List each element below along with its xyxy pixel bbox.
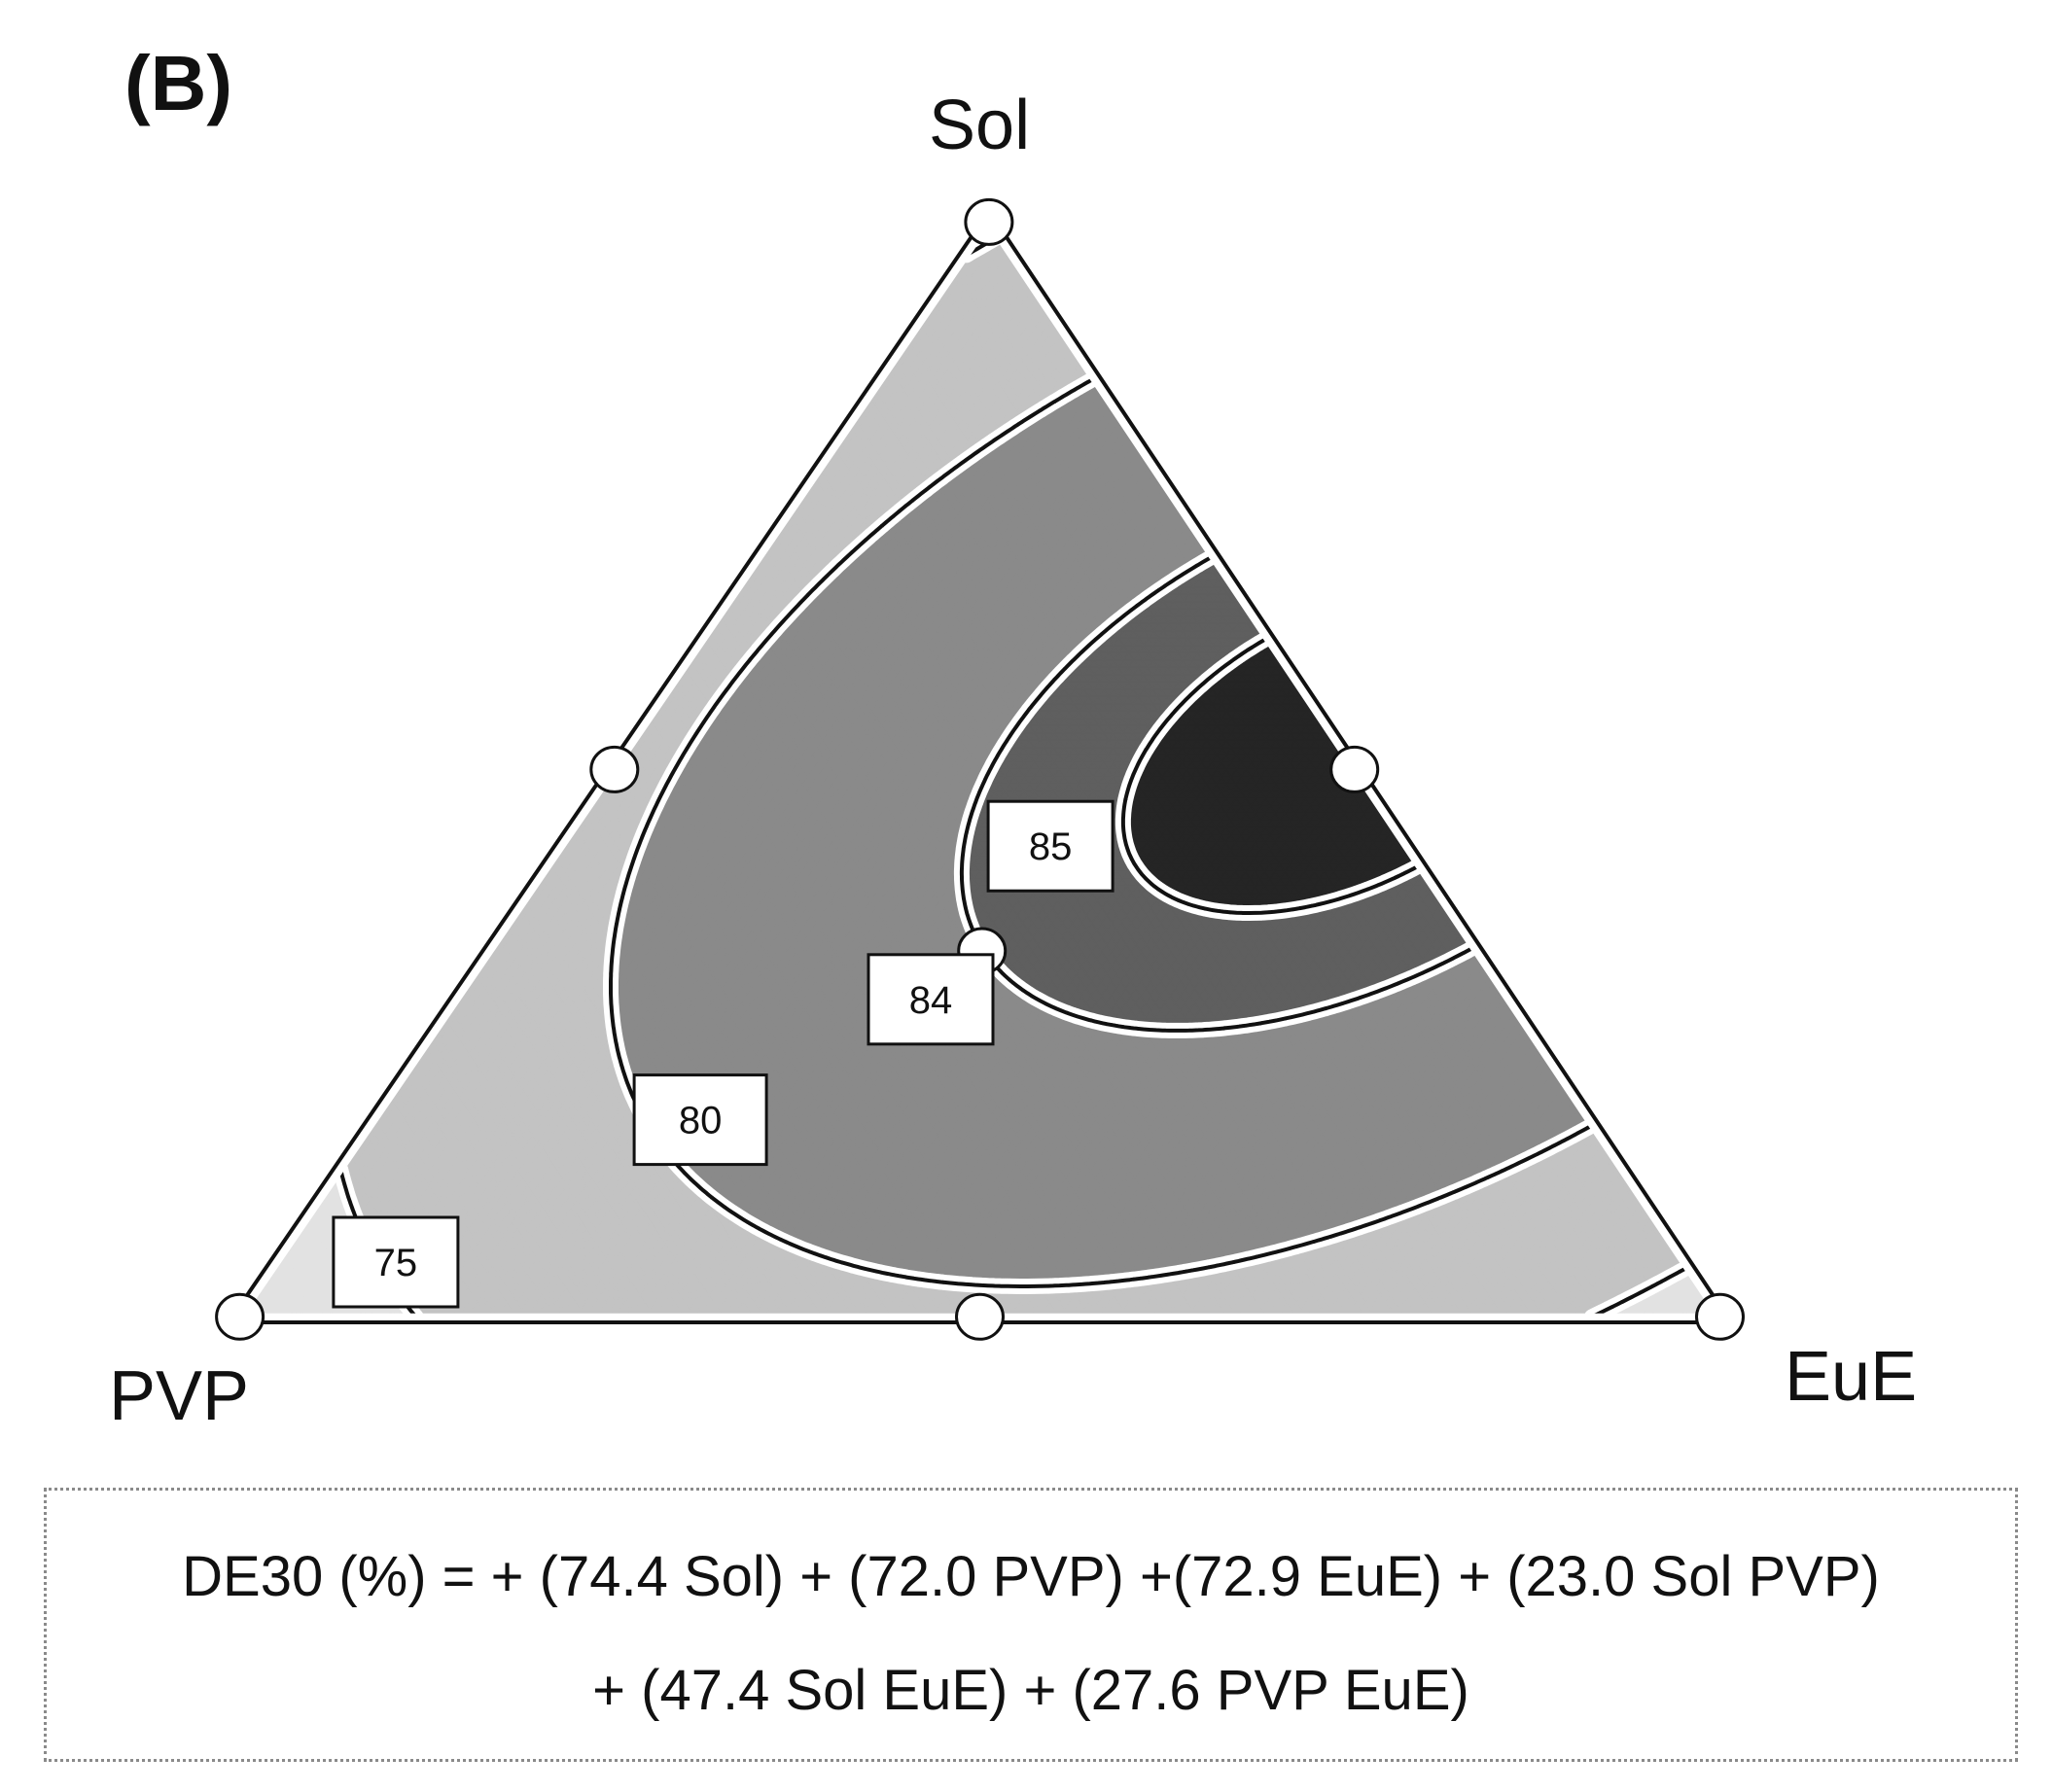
vertex-label-top: Sol — [929, 86, 1030, 165]
panel-label: (B) — [124, 39, 232, 128]
contour-fill — [239, 222, 1720, 1318]
vertex-label-bottom-left: PVP — [109, 1356, 249, 1436]
vertex-label-bottom-right: EuE — [1785, 1337, 1917, 1417]
